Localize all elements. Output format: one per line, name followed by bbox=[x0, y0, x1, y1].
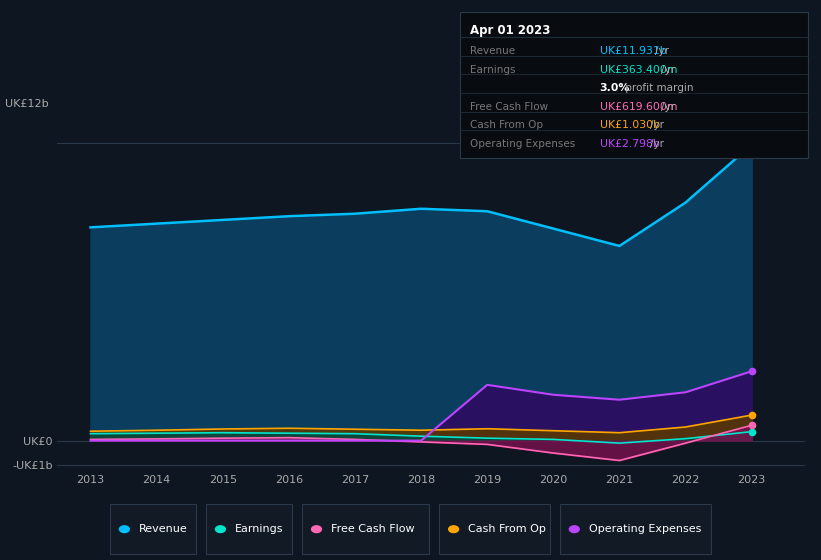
Text: UK£2.798b: UK£2.798b bbox=[599, 139, 659, 149]
Text: UK£363.400m: UK£363.400m bbox=[599, 65, 677, 74]
Text: Revenue: Revenue bbox=[139, 524, 188, 534]
Text: profit margin: profit margin bbox=[621, 83, 694, 94]
Text: Cash From Op: Cash From Op bbox=[470, 120, 543, 130]
Text: /yr: /yr bbox=[661, 65, 675, 74]
Text: Apr 01 2023: Apr 01 2023 bbox=[470, 24, 550, 38]
Text: /yr: /yr bbox=[661, 102, 675, 112]
Text: UK£11.931b: UK£11.931b bbox=[599, 46, 667, 56]
Text: Cash From Op: Cash From Op bbox=[469, 524, 546, 534]
Text: UK£12b: UK£12b bbox=[5, 99, 48, 109]
Text: /yr: /yr bbox=[655, 46, 669, 56]
Text: /yr: /yr bbox=[649, 120, 664, 130]
Text: Earnings: Earnings bbox=[470, 65, 516, 74]
Text: UK£1.030b: UK£1.030b bbox=[599, 120, 660, 130]
Text: Free Cash Flow: Free Cash Flow bbox=[470, 102, 548, 112]
Text: 3.0%: 3.0% bbox=[599, 83, 630, 94]
Text: /yr: /yr bbox=[649, 139, 664, 149]
Text: Operating Expenses: Operating Expenses bbox=[589, 524, 701, 534]
Text: UK£619.600m: UK£619.600m bbox=[599, 102, 677, 112]
Text: Operating Expenses: Operating Expenses bbox=[470, 139, 575, 149]
Text: Free Cash Flow: Free Cash Flow bbox=[331, 524, 415, 534]
Text: Earnings: Earnings bbox=[236, 524, 284, 534]
Text: Revenue: Revenue bbox=[470, 46, 515, 56]
